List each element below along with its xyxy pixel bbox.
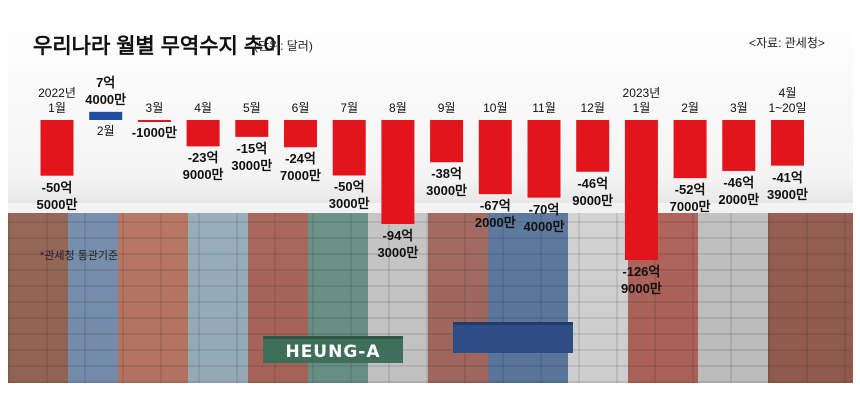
bar-8 bbox=[430, 120, 464, 163]
month-label-8: 9월 bbox=[437, 101, 456, 115]
footnote: *관세청 통관기준 bbox=[40, 250, 119, 262]
month-label-11: 12월 bbox=[580, 101, 605, 115]
month-label-14: 3월 bbox=[729, 101, 748, 115]
month-label-10: 11월 bbox=[532, 101, 556, 115]
container-port-background: HEUNG-A bbox=[8, 8, 853, 383]
bar-15 bbox=[771, 120, 804, 166]
value-label-2: -1000만 bbox=[131, 125, 177, 140]
month-label-4: 5월 bbox=[242, 101, 261, 115]
month-label-13: 2월 bbox=[681, 101, 699, 115]
blue-container-block bbox=[453, 322, 573, 353]
bar-6 bbox=[332, 120, 366, 176]
bar-13 bbox=[673, 120, 707, 179]
value-label-6: -50억 3000만 bbox=[328, 179, 370, 212]
value-label-9: -67억 2000만 bbox=[474, 198, 516, 231]
bar-1 bbox=[89, 111, 123, 120]
month-label-6: 7월 bbox=[340, 101, 359, 115]
ship-hull: HEUNG-A bbox=[263, 336, 403, 363]
value-label-1: 7억 4000만 bbox=[85, 74, 127, 107]
bar-0 bbox=[40, 120, 74, 176]
bar-9 bbox=[478, 120, 512, 195]
month-label-5: 6월 bbox=[291, 101, 310, 115]
chart-title: 우리나라 월별 무역수지 추이 bbox=[33, 35, 283, 58]
month-label-0: 2022년 1월 bbox=[38, 86, 76, 115]
bar-5 bbox=[284, 120, 317, 148]
bar-12 bbox=[624, 120, 658, 260]
value-label-11: -46억 9000만 bbox=[572, 175, 614, 208]
value-label-4: -15억 3000만 bbox=[231, 140, 273, 173]
bar-10 bbox=[527, 120, 561, 198]
bar-7 bbox=[381, 120, 415, 225]
month-label-12: 2023년 1월 bbox=[622, 86, 661, 115]
bar-14 bbox=[722, 120, 756, 171]
bar-2 bbox=[137, 120, 171, 122]
value-label-8: -38억 3000만 bbox=[426, 166, 468, 199]
month-label-2: 3월 bbox=[145, 101, 164, 115]
container-stacks bbox=[8, 213, 853, 383]
month-label-15: 4월 1~20일 bbox=[768, 86, 807, 115]
source-label: <자료: 관세청> bbox=[749, 36, 825, 50]
value-label-14: -46억 2000만 bbox=[718, 174, 760, 207]
unit-label: (단위: 달러) bbox=[254, 39, 313, 53]
bar-11 bbox=[576, 120, 610, 172]
value-label-3: -23억 9000만 bbox=[182, 150, 224, 183]
value-label-7: -94억 3000만 bbox=[377, 228, 419, 261]
value-label-5: -24억 7000만 bbox=[280, 151, 321, 184]
bar-4 bbox=[235, 120, 269, 137]
ship-name-text: HEUNG-A bbox=[285, 342, 381, 362]
value-label-15: -41억 3900만 bbox=[767, 169, 808, 202]
month-label-9: 10월 bbox=[483, 101, 508, 115]
month-label-1: 2월 bbox=[96, 124, 115, 138]
month-label-3: 4월 bbox=[194, 101, 212, 115]
bar-3 bbox=[186, 120, 220, 147]
value-label-0: -50억 5000만 bbox=[36, 179, 78, 212]
value-label-10: -70억 4000만 bbox=[523, 201, 565, 234]
value-label-13: -52억 7000만 bbox=[669, 182, 711, 215]
value-label-12: -126억 9000만 bbox=[620, 264, 662, 296]
month-label-7: 8월 bbox=[389, 101, 407, 115]
